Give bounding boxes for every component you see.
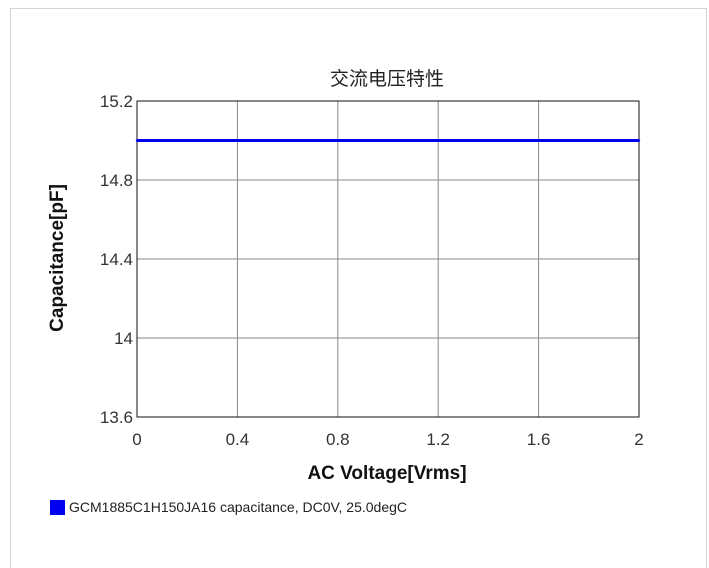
x-tick-label: 0 bbox=[132, 430, 141, 449]
x-tick-label: 2 bbox=[634, 430, 643, 449]
y-axis-label: Capacitance[pF] bbox=[47, 184, 68, 332]
y-tick-label: 13.6 bbox=[100, 408, 133, 427]
data-point bbox=[437, 139, 440, 142]
plot-area bbox=[136, 100, 640, 418]
x-tick-label: 0.8 bbox=[326, 430, 350, 449]
y-tick-label: 14.4 bbox=[100, 250, 133, 269]
grid bbox=[136, 100, 640, 418]
legend-label: GCM1885C1H150JA16 capacitance, DC0V, 25.… bbox=[69, 499, 408, 515]
data-point bbox=[236, 139, 239, 142]
x-axis-ticks: 0 0.4 0.8 1.2 1.6 2 bbox=[132, 430, 643, 449]
data-point bbox=[336, 139, 339, 142]
x-axis-label: AC Voltage[Vrms] bbox=[307, 463, 466, 484]
data-point bbox=[537, 139, 540, 142]
x-tick-label: 1.2 bbox=[426, 430, 450, 449]
data-point bbox=[637, 139, 641, 142]
chart-frame bbox=[10, 8, 707, 568]
series-layer bbox=[135, 139, 641, 142]
chart-title: 交流电压特性 bbox=[330, 68, 444, 90]
x-tick-label: 1.6 bbox=[527, 430, 551, 449]
data-point bbox=[135, 139, 139, 142]
y-tick-label: 15.2 bbox=[100, 92, 133, 111]
y-tick-label: 14.8 bbox=[100, 171, 133, 190]
y-axis-ticks: 15.2 14.8 14.4 14 13.6 bbox=[100, 92, 133, 427]
x-tick-label: 0.4 bbox=[226, 430, 250, 449]
legend[interactable]: GCM1885C1H150JA16 capacitance, DC0V, 25.… bbox=[50, 497, 407, 517]
legend-swatch bbox=[50, 499, 65, 515]
y-tick-label: 14 bbox=[114, 329, 133, 348]
